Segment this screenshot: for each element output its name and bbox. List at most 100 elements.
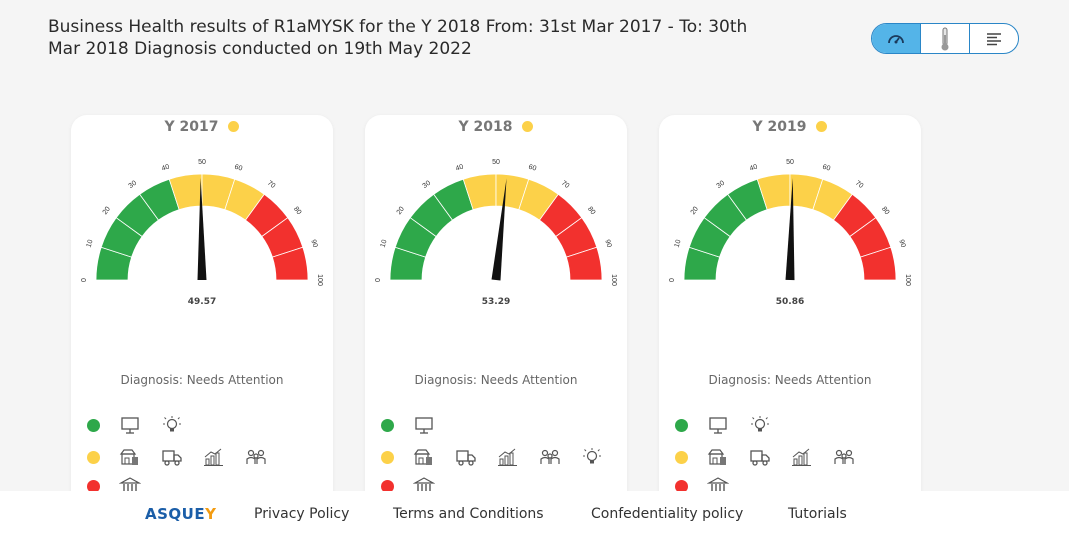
gauge-tick-label: 100 — [316, 274, 323, 286]
legend-row-yellow — [381, 447, 623, 467]
terms-link[interactable]: Terms and Conditions — [393, 506, 544, 522]
gauge-tick-label: 40 — [161, 164, 171, 173]
gauge-tick-label: 0 — [375, 278, 382, 282]
gauge-value: 50.86 — [775, 297, 805, 307]
bar-chart-icon[interactable] — [497, 447, 519, 467]
diagnosis-text: Diagnosis: Needs Attention — [414, 373, 578, 387]
gauge-tick-label: 60 — [528, 164, 538, 173]
truck-icon[interactable] — [749, 447, 771, 467]
gauge-tick-label: 10 — [86, 239, 95, 249]
yellow-dot-icon — [381, 450, 394, 464]
gauge-tick-label: 40 — [455, 164, 465, 173]
gauge-tick-label: 50 — [786, 159, 794, 166]
legend-row-red — [87, 476, 161, 496]
gauge-needle — [785, 178, 795, 281]
gauge: 0 10 20 30 40 50 60 70 80 90 100 — [81, 159, 323, 286]
yellow-dot-icon — [87, 450, 100, 464]
status-dot-icon — [228, 121, 240, 132]
list-icon — [987, 32, 1001, 45]
gauge-tick-label: 30 — [716, 180, 727, 190]
gauge-needle — [491, 178, 507, 281]
monitor-icon[interactable] — [707, 415, 729, 435]
gauge-tick-label: 100 — [904, 274, 911, 286]
gauge-tick-label: 20 — [102, 206, 112, 217]
bar-chart-icon[interactable] — [203, 447, 225, 467]
gauge-tick-label: 80 — [292, 206, 302, 217]
legend-row-yellow — [675, 447, 875, 467]
thermometer-icon — [941, 27, 949, 50]
speedometer-icon — [888, 34, 904, 43]
gauge-tick-label: 70 — [560, 180, 571, 190]
card-year: Y 2017 — [164, 119, 219, 135]
gauge-tick-label: 30 — [128, 180, 139, 190]
gauge-segment — [565, 246, 603, 281]
red-dot-icon — [87, 479, 100, 493]
green-dot-icon — [87, 418, 100, 432]
gauge-tick-label: 0 — [81, 278, 88, 282]
gauge-value: 49.57 — [187, 297, 217, 307]
monitor-icon[interactable] — [413, 415, 435, 435]
page-title: Business Health results of R1aMYSK for t… — [48, 17, 748, 59]
lightbulb-icon[interactable] — [581, 447, 603, 467]
truck-icon[interactable] — [455, 447, 477, 467]
legend-row-yellow — [87, 447, 287, 467]
legend-row-green — [381, 415, 455, 435]
card-year: Y 2018 — [458, 119, 513, 135]
lightbulb-icon[interactable] — [161, 415, 183, 435]
lightbulb-icon[interactable] — [749, 415, 771, 435]
gauge-tick-label: 60 — [822, 164, 832, 173]
logo-accent: Y — [205, 505, 217, 523]
green-dot-icon — [675, 418, 688, 432]
store-icon[interactable] — [413, 447, 435, 467]
gauge-tick-label: 0 — [669, 278, 676, 282]
store-icon[interactable] — [707, 447, 729, 467]
health-card-1: Y 2018 0 10 20 30 40 50 60 70 80 90 100 53.29 Diag… — [365, 115, 627, 515]
status-dot-icon — [816, 121, 828, 132]
gauge-tick-label: 100 — [610, 274, 617, 286]
speedometer-view-button[interactable] — [872, 24, 921, 53]
bar-chart-icon[interactable] — [791, 447, 813, 467]
gauge-tick-label: 10 — [674, 239, 683, 249]
yellow-dot-icon — [675, 450, 688, 464]
gauge-tick-label: 80 — [586, 206, 596, 217]
gauge-segment — [859, 246, 897, 281]
gauge-tick-label: 50 — [492, 159, 500, 166]
list-view-button[interactable] — [970, 24, 1018, 53]
gauge-tick-label: 50 — [198, 159, 206, 166]
truck-icon[interactable] — [161, 447, 183, 467]
gauge-tick-label: 60 — [234, 164, 244, 173]
asquey-logo[interactable]: ASQUEY — [145, 505, 216, 523]
gauge-segment — [271, 246, 309, 281]
gauge-tick-label: 90 — [309, 239, 318, 249]
tutorials-link[interactable]: Tutorials — [788, 506, 847, 522]
gauge-tick-label: 40 — [749, 164, 759, 173]
health-card-0: Y 2017 0 10 20 30 40 50 60 70 80 90 100 49.57 Diag… — [71, 115, 333, 515]
gauge-tick-label: 20 — [396, 206, 406, 217]
gauge-tick-label: 70 — [854, 180, 865, 190]
logo-main: ASQUE — [145, 505, 206, 523]
status-dot-icon — [522, 121, 534, 132]
monitor-icon[interactable] — [119, 415, 141, 435]
privacy-policy-link[interactable]: Privacy Policy — [254, 506, 350, 522]
green-dot-icon — [381, 418, 394, 432]
gauge-needle — [197, 178, 207, 281]
red-dot-icon — [675, 479, 688, 493]
legend-row-red — [675, 476, 749, 496]
store-icon[interactable] — [119, 447, 141, 467]
gauge-value: 53.29 — [481, 297, 511, 307]
people-icon[interactable] — [539, 447, 561, 467]
gauge-tick-label: 20 — [690, 206, 700, 217]
legend-row-red — [381, 476, 455, 496]
red-dot-icon — [381, 479, 394, 493]
gauge-tick-label: 80 — [880, 206, 890, 217]
gauge: 0 10 20 30 40 50 60 70 80 90 100 — [375, 159, 617, 286]
gauge-tick-label: 30 — [422, 180, 433, 190]
confidentiality-link[interactable]: Confedentiality policy — [591, 506, 744, 522]
gauge-tick-label: 10 — [380, 239, 389, 249]
gauge-tick-label: 70 — [266, 180, 277, 190]
people-icon[interactable] — [245, 447, 267, 467]
legend-row-green — [675, 415, 791, 435]
thermometer-view-button[interactable] — [921, 24, 970, 53]
health-card-2: Y 2019 0 10 20 30 40 50 60 70 80 90 100 50.86 Diag… — [659, 115, 921, 515]
people-icon[interactable] — [833, 447, 855, 467]
